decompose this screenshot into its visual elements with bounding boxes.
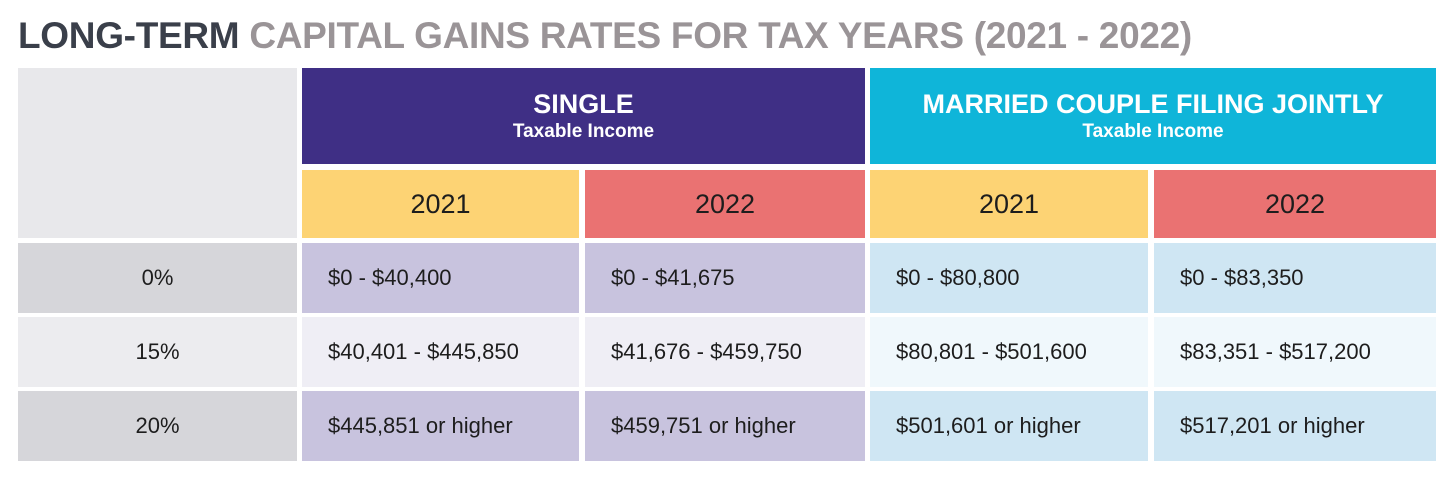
rate-cell: 20%: [18, 391, 297, 461]
married-2022-cell: $83,351 - $517,200: [1154, 317, 1436, 387]
year-header-married-2021: 2021: [870, 170, 1148, 238]
rate-cell: 0%: [18, 243, 297, 313]
page-title: LONG-TERM CAPITAL GAINS RATES FOR TAX YE…: [18, 10, 1192, 62]
single-2021-cell: $40,401 - $445,850: [302, 317, 579, 387]
married-subtitle: Taxable Income: [1082, 121, 1224, 142]
married-2021-cell: $80,801 - $501,600: [870, 317, 1148, 387]
title-bold: LONG-TERM: [18, 15, 240, 56]
title-rest: CAPITAL GAINS RATES FOR TAX YEARS (2021 …: [249, 15, 1192, 56]
single-2021-cell: $445,851 or higher: [302, 391, 579, 461]
married-2022-cell: $517,201 or higher: [1154, 391, 1436, 461]
married-2021-cell: $0 - $80,800: [870, 243, 1148, 313]
table-corner: [18, 68, 297, 238]
rate-cell: 15%: [18, 317, 297, 387]
single-subtitle: Taxable Income: [512, 121, 655, 142]
single-2022-cell: $459,751 or higher: [585, 391, 865, 461]
single-2022-cell: $0 - $41,675: [585, 243, 865, 313]
year-header-single-2021: 2021: [302, 170, 579, 238]
year-header-married-2022: 2022: [1154, 170, 1436, 238]
single-2022-cell: $41,676 - $459,750: [585, 317, 865, 387]
married-title: MARRIED COUPLE FILING JOINTLY: [922, 89, 1384, 119]
year-header-single-2022: 2022: [585, 170, 865, 238]
married-header: MARRIED COUPLE FILING JOINTLY Taxable In…: [870, 68, 1436, 164]
married-2021-cell: $501,601 or higher: [870, 391, 1148, 461]
single-header: SINGLE Taxable Income: [302, 68, 865, 164]
single-title: SINGLE: [533, 89, 634, 119]
married-2022-cell: $0 - $83,350: [1154, 243, 1436, 313]
single-2021-cell: $0 - $40,400: [302, 243, 579, 313]
